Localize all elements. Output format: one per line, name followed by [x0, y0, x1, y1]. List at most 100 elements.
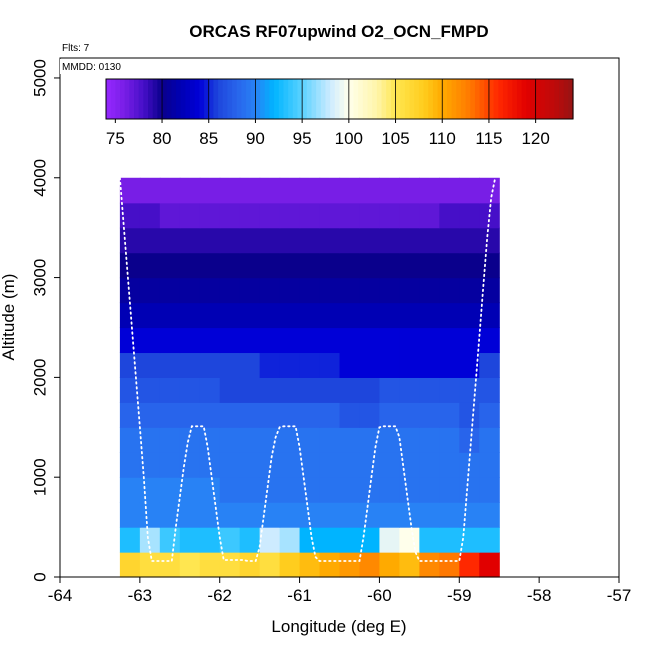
- colorbar-tick-label: 115: [475, 129, 502, 148]
- colorbar-segment: [386, 79, 392, 119]
- colorbar-segment: [204, 79, 210, 119]
- heatmap-cell: [459, 377, 480, 403]
- heatmap-cell: [179, 402, 201, 428]
- x-tick-label: -61: [287, 586, 312, 605]
- heatmap-cell: [119, 477, 141, 503]
- colorbar-segment: [488, 79, 495, 119]
- heatmap-cell: [319, 377, 341, 403]
- colorbar-segment: [446, 79, 453, 119]
- heatmap-cell: [259, 477, 281, 503]
- heatmap-cell: [299, 327, 321, 354]
- x-axis: -64 -63 -62 -61 -60 -59 -58 -57: [48, 577, 631, 605]
- heatmap-cell: [419, 477, 440, 503]
- heatmap-cell: [439, 527, 460, 553]
- colorbar-segment: [148, 79, 154, 119]
- heatmap-cell: [419, 352, 440, 378]
- heatmap-cell: [219, 227, 241, 254]
- heatmap-cell: [179, 227, 201, 254]
- colorbar-segment: [437, 79, 443, 119]
- heatmap-cell: [479, 402, 500, 428]
- heatmap-cell: [259, 352, 281, 378]
- heatmap-cell: [359, 252, 381, 279]
- heatmap-cell: [379, 352, 400, 378]
- heatmap-cell: [299, 202, 321, 229]
- colorbar-segment: [451, 79, 457, 119]
- heatmap-cell: [399, 227, 420, 254]
- colorbar-segment: [428, 79, 434, 119]
- heatmap-cell: [319, 277, 341, 304]
- heatmap-cell: [139, 327, 161, 354]
- heatmap-cell: [419, 177, 440, 204]
- heatmap-cell: [199, 377, 221, 403]
- heatmap-cell: [159, 352, 181, 378]
- heatmap-cell: [199, 477, 221, 503]
- colorbar-segment: [241, 79, 247, 119]
- colorbar-segment: [325, 79, 331, 119]
- heatmap-cell: [419, 377, 440, 403]
- heatmap-cell: [139, 552, 161, 578]
- heatmap-cell: [199, 202, 221, 229]
- colorbar-segment: [526, 79, 532, 119]
- heatmap-cell: [179, 502, 201, 528]
- heatmap-cell: [319, 202, 341, 229]
- colorbar-segment: [316, 79, 322, 119]
- heatmap-cell: [159, 527, 181, 553]
- colorbar-segment: [269, 79, 275, 119]
- heatmap-cell: [359, 427, 381, 453]
- flights-annotation: Flts: 7: [62, 43, 90, 54]
- heatmap-cell: [439, 552, 460, 578]
- heatmap-cell: [359, 352, 381, 378]
- colorbar-segment: [414, 79, 420, 119]
- heatmap-cell: [419, 552, 440, 578]
- heatmap-cell: [459, 402, 480, 428]
- heatmap-cell: [219, 377, 241, 403]
- heatmap-cell: [139, 502, 161, 528]
- heatmap-cell: [479, 527, 500, 553]
- colorbar-segment: [246, 79, 252, 119]
- colorbar-tick-label: 95: [293, 129, 312, 148]
- colorbar-segment: [353, 79, 359, 119]
- y-tick-label: 2000: [30, 358, 49, 396]
- heatmap-cell: [339, 277, 361, 304]
- heatmap-cell: [359, 327, 381, 354]
- heatmap-cell: [119, 252, 141, 279]
- heatmap-cell: [159, 502, 181, 528]
- heatmap-cell: [339, 252, 361, 279]
- heatmap-cell: [379, 452, 400, 478]
- heatmap-cell: [139, 352, 161, 378]
- colorbar-segment: [264, 79, 271, 119]
- heatmap-cell: [439, 377, 460, 403]
- colorbar-segment: [213, 79, 219, 119]
- colorbar-segment: [549, 79, 555, 119]
- heatmap-cell: [319, 427, 341, 453]
- heatmap-cell: [359, 227, 381, 254]
- heatmap-cell: [139, 177, 161, 204]
- heatmap-cell: [159, 277, 181, 304]
- flight-track-line: [119, 176, 497, 562]
- heatmap-cell: [299, 402, 321, 428]
- heatmap-cell: [279, 252, 301, 279]
- colorbar-segment: [512, 79, 518, 119]
- heatmap-cell: [119, 327, 141, 354]
- colorbar-segment: [540, 79, 546, 119]
- heatmap-cell: [299, 302, 321, 329]
- heatmap-cell: [439, 302, 460, 329]
- colorbar-segment: [470, 79, 476, 119]
- heatmap-cell: [459, 502, 480, 528]
- heatmap-cell: [459, 477, 480, 503]
- colorbar-segment: [400, 79, 406, 119]
- y-tick-label: 3000: [30, 259, 49, 297]
- heatmap-cell: [419, 427, 440, 453]
- colorbar-segment: [134, 79, 140, 119]
- heatmap-cell: [279, 277, 301, 304]
- heatmap-cell: [219, 252, 241, 279]
- heatmap-cell: [139, 477, 161, 503]
- heatmap-cell: [399, 252, 420, 279]
- heatmap-cell: [399, 552, 420, 578]
- heatmap-cell: [319, 302, 341, 329]
- heatmap-cell: [299, 377, 321, 403]
- colorbar-segment: [474, 79, 481, 119]
- colorbar-segment: [283, 79, 289, 119]
- heatmap-cell: [219, 527, 241, 553]
- heatmap-cell: [299, 502, 321, 528]
